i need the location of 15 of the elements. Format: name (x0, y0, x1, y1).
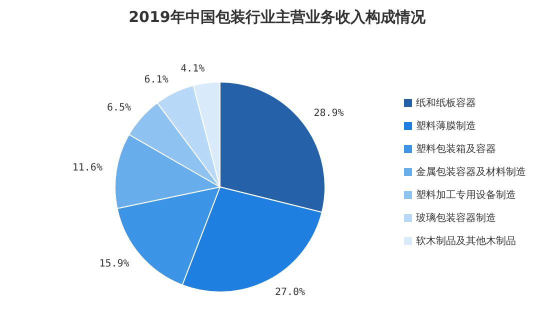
legend-label: 纸和纸板容器 (416, 98, 476, 109)
legend-label: 塑料包装箱及容器 (416, 144, 496, 155)
legend-label: 软木制品及其他木制品 (416, 236, 516, 247)
legend-label: 玻璃包装容器制造 (416, 213, 496, 224)
data-label: 11.6% (72, 162, 102, 174)
data-label: 27.0% (274, 287, 306, 298)
legend-label: 金属包装容器及材料制造 (416, 167, 526, 178)
data-label: 6.5% (106, 102, 132, 114)
chart-title: 2019年中国包装行业主营业务收入构成情况 (128, 8, 426, 28)
data-label: 15.9% (99, 258, 130, 270)
legend-label: 塑料薄膜制造 (416, 121, 476, 132)
data-label: 6.1% (144, 74, 168, 86)
legend-label: 塑料加工专用设备制造 (416, 190, 516, 201)
data-label: 28.9% (314, 108, 344, 120)
data-label: 4.1% (180, 63, 205, 74)
